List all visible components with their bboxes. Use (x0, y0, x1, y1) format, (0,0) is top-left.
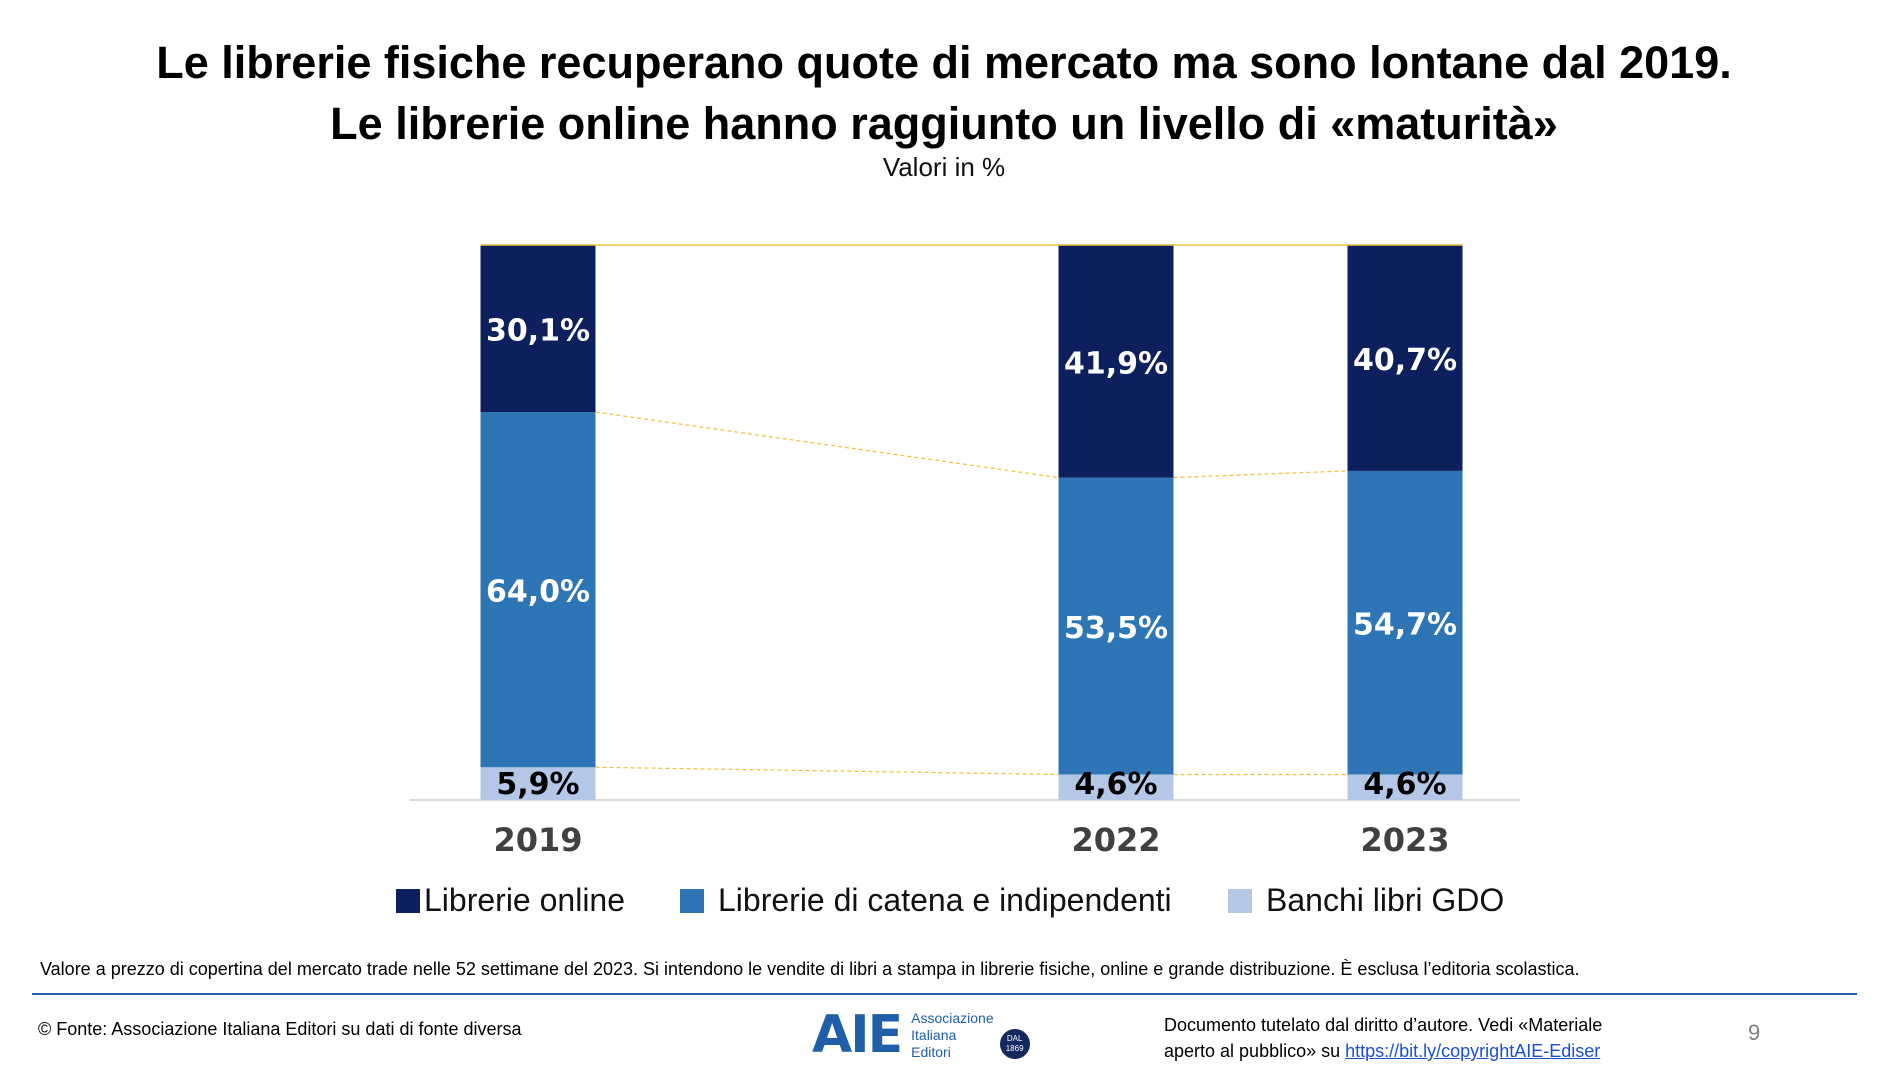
aie-seal-line2: 1869 (1005, 1044, 1024, 1053)
footer-divider (32, 993, 1857, 995)
stacked-bar-chart: 5,9% 64,0% 30,1% 4,6% 53,5% 41,9% 4,6% 54,7% 40,… (410, 244, 1520, 859)
data-label-2019-2: 30,1% (486, 314, 590, 349)
aie-seal-line1: DAL (1006, 1034, 1023, 1043)
footnote: Valore a prezzo di copertina del mercato… (40, 959, 1580, 979)
slide-title-line-2: Le librerie online hanno raggiunto un li… (330, 98, 1558, 149)
aie-logo: AIE Associazione Italiana Editori DAL 186… (812, 1005, 1030, 1065)
copyright-notice: Documento tutelato dal diritto d’autore.… (1164, 1012, 1602, 1064)
data-label-2019-1: 64,0% (486, 575, 590, 610)
bar-segment-2023-1 (1347, 470, 1463, 775)
connector-line-0-0 (595, 766, 1059, 776)
aie-logo-text: Associazione Italiana Editori (911, 1010, 994, 1061)
aie-logo-mark: AIE (812, 1005, 903, 1065)
bar-segment-2022-1 (1058, 477, 1174, 775)
copyright-line1: Documento tutelato dal diritto d’autore.… (1164, 1015, 1603, 1035)
category-label-2022: 2022 (1071, 821, 1160, 859)
aie-logo-line3: Editori (911, 1043, 951, 1060)
bar-segment-2022-2 (1058, 245, 1174, 478)
bar-segment-2019-1 (480, 412, 596, 768)
chart-legend: Librerie online Librerie di catena e ind… (0, 882, 1888, 926)
copyright-link[interactable]: https://bit.ly/copyrightAIE-Ediser (1345, 1041, 1601, 1061)
aie-logo-line2: Italiana (911, 1026, 957, 1043)
legend-label-online: Librerie online (424, 882, 626, 918)
data-label-2023-1: 54,7% (1353, 608, 1457, 643)
aie-seal-icon: DAL 1869 (999, 1029, 1030, 1059)
legend-item-gdo: Banchi libri GDO (1228, 882, 1504, 919)
page-number: 9 (1748, 1020, 1761, 1045)
chart-subtitle: Valori in % (882, 152, 1006, 182)
data-label-2023-2: 40,7% (1353, 343, 1457, 378)
bar-segment-2019-2 (480, 245, 596, 413)
legend-item-catena: Librerie di catena e indipendenti (680, 882, 1172, 919)
bar-segment-2023-2 (1347, 245, 1463, 471)
copyright-line2-prefix: aperto al pubblico» su (1164, 1041, 1346, 1061)
data-label-2022-2: 41,9% (1064, 346, 1168, 381)
bar-segment-2022-0 (1058, 774, 1174, 800)
bar-segment-2023-0 (1347, 774, 1463, 800)
category-label-2019: 2019 (493, 821, 582, 859)
bar-segment-2019-0 (480, 767, 596, 800)
category-label-2023: 2023 (1360, 821, 1449, 859)
legend-swatch-catena (680, 888, 704, 913)
legend-swatch-online (396, 888, 420, 913)
legend-swatch-gdo (1228, 888, 1252, 913)
slide-title-line-1: Le librerie fisiche recuperano quote di … (156, 37, 1732, 88)
source-text: © Fonte: Associazione Italiana Editori s… (38, 1019, 522, 1039)
legend-label-catena: Librerie di catena e indipendenti (718, 882, 1172, 918)
data-label-2022-1: 53,5% (1064, 611, 1168, 646)
data-label-2022-0: 4,6% (1074, 767, 1157, 802)
data-label-2023-0: 4,6% (1363, 767, 1446, 802)
legend-label-gdo: Banchi libri GDO (1266, 882, 1505, 918)
connector-line-1-1 (1173, 470, 1348, 479)
connector-line-1-0 (595, 411, 1059, 479)
aie-logo-line1: Associazione (911, 1009, 994, 1026)
legend-item-online: Librerie online (396, 882, 625, 919)
data-label-2019-0: 5,9% (496, 767, 579, 802)
